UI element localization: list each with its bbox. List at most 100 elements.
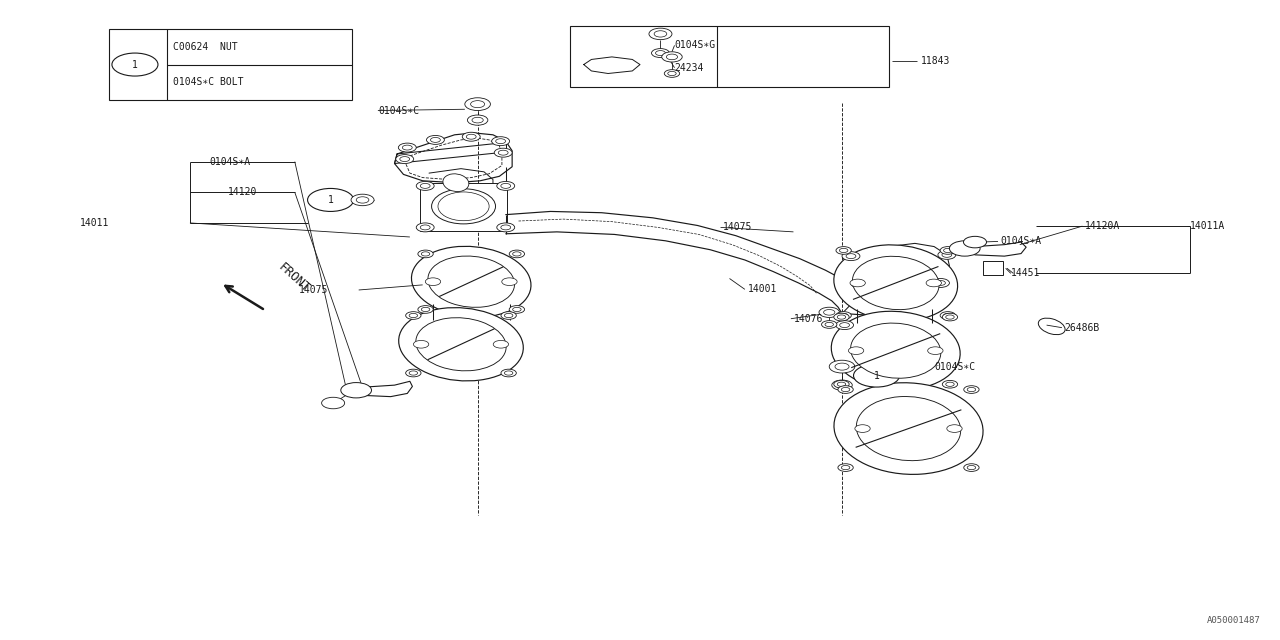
Circle shape: [836, 312, 851, 319]
Circle shape: [351, 194, 374, 205]
Circle shape: [426, 136, 444, 145]
Text: 14075: 14075: [723, 223, 753, 232]
Circle shape: [964, 386, 979, 394]
Circle shape: [472, 117, 484, 123]
Circle shape: [842, 252, 860, 260]
Circle shape: [968, 387, 975, 392]
Circle shape: [968, 465, 975, 470]
Circle shape: [837, 315, 846, 319]
Circle shape: [513, 307, 521, 312]
Circle shape: [662, 52, 682, 62]
Ellipse shape: [431, 189, 495, 224]
Circle shape: [502, 278, 517, 285]
Circle shape: [399, 157, 410, 161]
Ellipse shape: [398, 308, 524, 381]
Circle shape: [895, 333, 905, 338]
Text: 0104S∗A: 0104S∗A: [209, 157, 250, 166]
Circle shape: [940, 312, 955, 319]
Circle shape: [942, 252, 952, 257]
Circle shape: [416, 223, 434, 232]
Ellipse shape: [438, 192, 489, 221]
Circle shape: [494, 148, 512, 157]
Circle shape: [854, 364, 900, 387]
Circle shape: [420, 225, 430, 230]
Circle shape: [822, 321, 837, 328]
Ellipse shape: [851, 323, 941, 378]
Text: 1: 1: [328, 195, 334, 205]
Bar: [983, 261, 1004, 275]
Circle shape: [396, 155, 413, 164]
Circle shape: [833, 380, 849, 388]
Ellipse shape: [411, 246, 531, 317]
Text: 26486B: 26486B: [1065, 323, 1100, 333]
Circle shape: [891, 331, 909, 340]
Circle shape: [835, 363, 849, 370]
Ellipse shape: [852, 256, 940, 310]
Ellipse shape: [1038, 318, 1065, 335]
Circle shape: [321, 397, 344, 409]
Ellipse shape: [835, 383, 983, 474]
Circle shape: [850, 279, 865, 287]
Circle shape: [649, 28, 672, 40]
Text: 0104S∗C: 0104S∗C: [934, 362, 975, 372]
Circle shape: [841, 387, 850, 392]
Text: 14120: 14120: [228, 188, 257, 197]
Circle shape: [932, 278, 950, 287]
Circle shape: [836, 321, 854, 330]
Circle shape: [947, 425, 963, 433]
Circle shape: [836, 382, 847, 388]
Circle shape: [838, 386, 854, 394]
Circle shape: [492, 137, 509, 146]
Circle shape: [819, 307, 840, 317]
Circle shape: [410, 371, 417, 375]
Circle shape: [928, 347, 943, 355]
Circle shape: [664, 70, 680, 77]
Text: 1: 1: [874, 371, 879, 381]
Text: 24234: 24234: [675, 63, 704, 73]
Circle shape: [964, 236, 987, 248]
Circle shape: [416, 181, 434, 190]
Circle shape: [420, 184, 430, 188]
Circle shape: [430, 138, 440, 142]
Circle shape: [855, 281, 865, 286]
Ellipse shape: [443, 174, 468, 191]
Circle shape: [849, 347, 864, 355]
Circle shape: [927, 279, 942, 287]
Circle shape: [356, 196, 369, 203]
Bar: [570, 26, 890, 87]
Circle shape: [466, 134, 476, 139]
Circle shape: [833, 313, 849, 321]
Circle shape: [307, 188, 353, 211]
Circle shape: [340, 383, 371, 398]
Circle shape: [964, 464, 979, 472]
Circle shape: [943, 248, 952, 253]
Text: 14451: 14451: [1011, 268, 1041, 278]
Circle shape: [942, 313, 957, 321]
Circle shape: [417, 306, 433, 314]
Circle shape: [837, 382, 846, 387]
Circle shape: [938, 250, 956, 259]
Circle shape: [413, 340, 429, 348]
Circle shape: [946, 382, 954, 387]
Text: 14076: 14076: [794, 314, 823, 324]
Circle shape: [942, 380, 957, 388]
Circle shape: [943, 314, 952, 317]
Circle shape: [841, 465, 850, 470]
Circle shape: [410, 314, 417, 317]
Circle shape: [840, 314, 847, 317]
Circle shape: [497, 223, 515, 232]
Circle shape: [668, 72, 676, 76]
Circle shape: [465, 98, 490, 111]
Circle shape: [940, 246, 955, 254]
Circle shape: [667, 54, 677, 60]
Ellipse shape: [833, 245, 957, 321]
Circle shape: [652, 49, 669, 58]
Circle shape: [826, 323, 833, 326]
Circle shape: [417, 250, 433, 258]
Circle shape: [111, 53, 157, 76]
Circle shape: [655, 51, 666, 56]
Circle shape: [504, 314, 513, 317]
Circle shape: [398, 143, 416, 152]
Circle shape: [500, 184, 511, 188]
Ellipse shape: [428, 256, 515, 307]
